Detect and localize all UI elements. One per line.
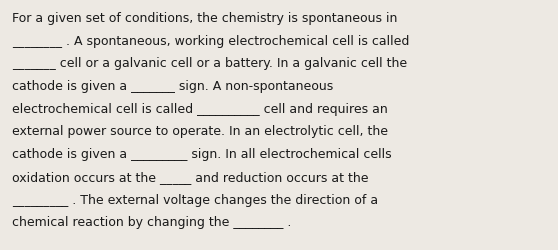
Text: cathode is given a _________ sign. In all electrochemical cells: cathode is given a _________ sign. In al… xyxy=(12,148,392,160)
Text: _______ cell or a galvanic cell or a battery. In a galvanic cell the: _______ cell or a galvanic cell or a bat… xyxy=(12,57,407,70)
Text: cathode is given a _______ sign. A non-spontaneous: cathode is given a _______ sign. A non-s… xyxy=(12,80,333,93)
Text: For a given set of conditions, the chemistry is spontaneous in: For a given set of conditions, the chemi… xyxy=(12,12,397,25)
Text: _________ . The external voltage changes the direction of a: _________ . The external voltage changes… xyxy=(12,193,378,206)
Text: electrochemical cell is called __________ cell and requires an: electrochemical cell is called _________… xyxy=(12,102,388,115)
Text: chemical reaction by changing the ________ .: chemical reaction by changing the ______… xyxy=(12,216,291,228)
Text: oxidation occurs at the _____ and reduction occurs at the: oxidation occurs at the _____ and reduct… xyxy=(12,170,368,183)
Text: ________ . A spontaneous, working electrochemical cell is called: ________ . A spontaneous, working electr… xyxy=(12,34,410,48)
Text: external power source to operate. In an electrolytic cell, the: external power source to operate. In an … xyxy=(12,125,388,138)
